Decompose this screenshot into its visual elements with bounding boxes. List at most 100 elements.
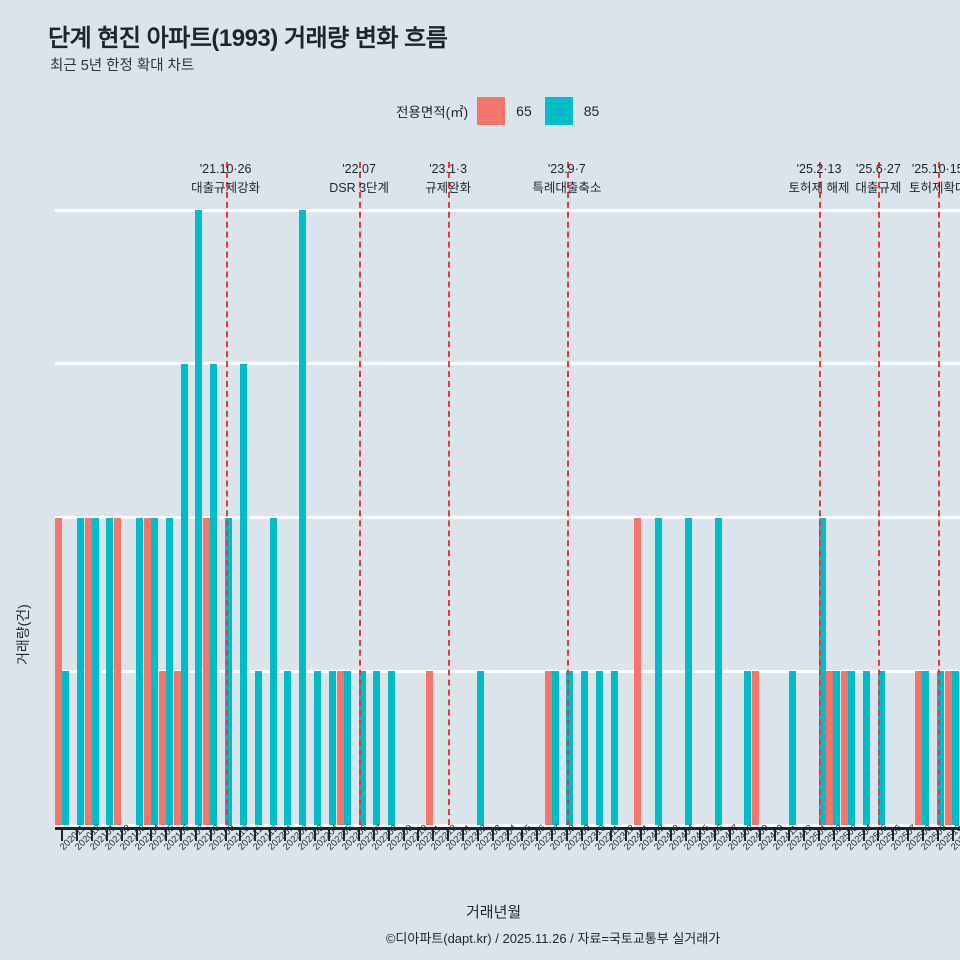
bar-85-202405[interactable] bbox=[685, 517, 693, 825]
x-tick bbox=[818, 830, 821, 841]
bar-85-202303[interactable] bbox=[477, 671, 485, 825]
x-tick bbox=[699, 830, 702, 841]
event-text: 특례대출축소 bbox=[532, 181, 602, 195]
x-tick bbox=[372, 830, 375, 841]
x-tick bbox=[892, 830, 895, 841]
x-tick bbox=[877, 830, 880, 841]
bar-85-202209[interactable] bbox=[388, 671, 396, 825]
x-tick bbox=[551, 830, 553, 841]
legend: 전용면적(㎡) 65 85 bbox=[396, 96, 599, 126]
event-date: '23.9·7 bbox=[547, 162, 586, 176]
bar-85-202202[interactable] bbox=[284, 671, 292, 825]
bar-85-202502[interactable] bbox=[818, 517, 826, 825]
bar-85-202206[interactable] bbox=[343, 671, 351, 825]
x-tick bbox=[921, 830, 924, 841]
bar-85-202311[interactable] bbox=[596, 671, 604, 825]
legend-swatch-65[interactable] bbox=[477, 97, 506, 125]
bar-85-202312[interactable] bbox=[610, 671, 618, 825]
x-tick bbox=[669, 830, 672, 841]
bar-85-202503[interactable] bbox=[833, 671, 841, 825]
bar-85-202105[interactable] bbox=[150, 517, 158, 825]
legend-label-85: 85 bbox=[583, 103, 600, 119]
x-tick bbox=[521, 830, 524, 841]
x-tick bbox=[580, 830, 583, 841]
bar-65-202011[interactable] bbox=[54, 517, 62, 825]
bar-65-202106[interactable] bbox=[158, 671, 166, 825]
x-tick bbox=[506, 830, 509, 841]
bar-85-202203[interactable] bbox=[299, 210, 307, 825]
x-tick bbox=[847, 830, 850, 841]
x-axis-label: 거래년월 bbox=[466, 904, 522, 921]
event-text: 대출규제 bbox=[855, 181, 902, 195]
bar-85-202407[interactable] bbox=[714, 517, 722, 825]
bar-85-202101[interactable] bbox=[91, 517, 99, 825]
bar-65-202101[interactable] bbox=[84, 517, 92, 825]
bar-85-202208[interactable] bbox=[373, 671, 381, 825]
bar-85-202109[interactable] bbox=[210, 363, 218, 825]
bar-85-202111[interactable] bbox=[239, 363, 247, 825]
bar-85-202403[interactable] bbox=[655, 517, 663, 825]
bar-85-202511[interactable] bbox=[952, 671, 960, 825]
bar-85-202106[interactable] bbox=[165, 517, 173, 825]
legend-title: 전용면적(㎡) bbox=[396, 105, 469, 120]
bar-85-202107[interactable] bbox=[180, 363, 188, 825]
bar-65-202107[interactable] bbox=[173, 671, 181, 825]
bar-85-202504[interactable] bbox=[848, 671, 856, 825]
x-tick bbox=[788, 830, 791, 841]
bar-65-202511[interactable] bbox=[945, 671, 953, 825]
event-line-202301 bbox=[448, 162, 451, 825]
bar-85-202110[interactable] bbox=[225, 517, 233, 825]
bar-85-202412[interactable] bbox=[788, 671, 796, 825]
bar-65-202109[interactable] bbox=[203, 517, 211, 825]
x-axis-line bbox=[55, 827, 960, 830]
gridline-y-1 bbox=[55, 669, 960, 673]
x-tick bbox=[565, 830, 568, 841]
bar-85-202506[interactable] bbox=[877, 671, 885, 825]
bar-65-202103[interactable] bbox=[114, 517, 122, 825]
event-line-202207 bbox=[359, 162, 362, 825]
x-tick bbox=[417, 830, 420, 841]
bar-85-202308[interactable] bbox=[551, 671, 559, 825]
bar-85-202012[interactable] bbox=[76, 517, 84, 825]
bar-85-202204[interactable] bbox=[314, 671, 322, 825]
bar-65-202402[interactable] bbox=[633, 517, 641, 825]
x-tick bbox=[328, 830, 331, 841]
bar-85-202207[interactable] bbox=[358, 671, 366, 825]
bar-85-202201[interactable] bbox=[269, 517, 277, 825]
bar-85-202102[interactable] bbox=[106, 517, 114, 825]
footer-credit: ©디아파트(dapt.kr) / 2025.11.26 / 자료=국토교통부 실… bbox=[385, 931, 721, 946]
bar-85-202112[interactable] bbox=[254, 671, 262, 825]
bar-65-202503[interactable] bbox=[826, 671, 834, 825]
event-date: '22.07 bbox=[342, 162, 376, 176]
event-text: 대출규제강화 bbox=[191, 181, 261, 195]
bar-85-202510[interactable] bbox=[937, 671, 945, 825]
bar-65-202410[interactable] bbox=[752, 671, 760, 825]
bar-85-202310[interactable] bbox=[581, 671, 589, 825]
x-tick bbox=[254, 830, 257, 841]
bar-65-202206[interactable] bbox=[336, 671, 344, 825]
bar-65-202509[interactable] bbox=[915, 671, 923, 825]
bar-85-202205[interactable] bbox=[328, 671, 336, 825]
legend-swatch-85[interactable] bbox=[544, 97, 573, 125]
bar-85-202509[interactable] bbox=[922, 671, 930, 825]
bar-65-202212[interactable] bbox=[425, 671, 433, 825]
bar-65-202105[interactable] bbox=[143, 517, 151, 825]
plot-area: 거래량(건) 01234 bbox=[15, 162, 960, 827]
bar-85-202011[interactable] bbox=[61, 671, 69, 825]
gridline-y-0 bbox=[55, 823, 960, 827]
x-tick bbox=[461, 830, 464, 841]
x-tick bbox=[224, 830, 227, 841]
bar-85-202108[interactable] bbox=[195, 210, 203, 825]
gridline-y-4 bbox=[55, 208, 960, 212]
x-tick bbox=[491, 830, 494, 841]
event-label-202502: '25.2·13 토허제 해제 bbox=[789, 160, 850, 198]
bar-85-202104[interactable] bbox=[136, 517, 144, 825]
bar-85-202409[interactable] bbox=[744, 671, 752, 825]
bar-85-202309[interactable] bbox=[566, 671, 574, 825]
bar-65-202308[interactable] bbox=[544, 671, 552, 825]
bar-85-202505[interactable] bbox=[863, 671, 871, 825]
x-tick bbox=[209, 830, 212, 841]
x-tick bbox=[743, 830, 746, 841]
bar-65-202504[interactable] bbox=[841, 671, 849, 825]
